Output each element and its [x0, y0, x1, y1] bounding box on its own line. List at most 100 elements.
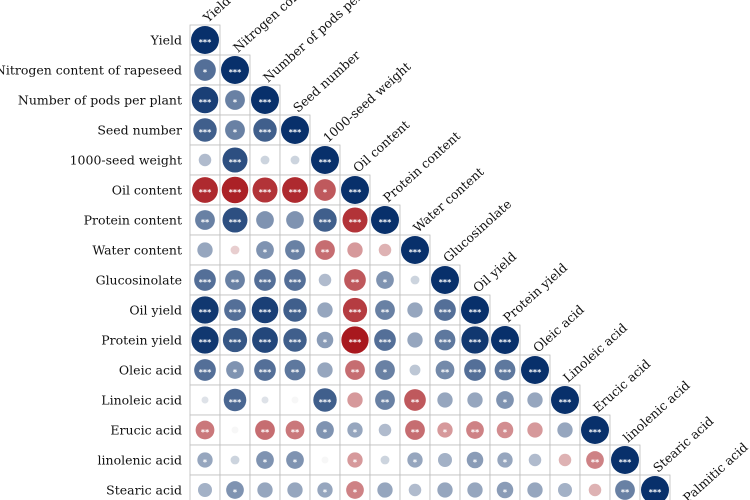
correlation-circle — [194, 359, 216, 381]
significance-marker: * — [323, 428, 328, 437]
significance-marker: ** — [471, 428, 480, 437]
row-label-erucic-acid: Erucic acid — [110, 423, 182, 438]
correlation-circle — [467, 482, 483, 498]
significance-marker: ** — [261, 428, 270, 437]
correlation-circle — [231, 426, 239, 434]
significance-marker: * — [503, 488, 508, 497]
significance-marker: * — [293, 458, 298, 467]
correlation-circle — [341, 326, 369, 354]
correlation-circle — [287, 482, 303, 498]
significance-marker: *** — [199, 128, 212, 137]
correlation-circle — [407, 452, 423, 468]
significance-marker: * — [353, 428, 358, 437]
significance-marker: *** — [199, 188, 212, 197]
row-label-nitrogen-content-of-rapeseed: Nitrogen content of rapeseed — [0, 63, 182, 78]
correlation-circle — [316, 421, 334, 439]
correlation-circle — [409, 364, 421, 376]
correlation-circle — [194, 269, 216, 291]
significance-marker: *** — [229, 158, 242, 167]
correlation-circle — [256, 241, 274, 259]
column-label-oil-content: Oil content — [350, 117, 412, 175]
significance-marker: *** — [199, 278, 212, 287]
significance-marker: * — [203, 68, 208, 77]
correlation-circle — [408, 483, 422, 497]
significance-marker: * — [383, 368, 388, 377]
row-label-linoleic-acid: Linoleic acid — [101, 393, 182, 408]
correlation-circle — [261, 396, 269, 404]
significance-marker: *** — [289, 308, 302, 317]
correlation-circle — [376, 271, 394, 289]
correlation-circle — [251, 86, 279, 114]
row-label-linolenic-acid: linolenic acid — [98, 453, 182, 468]
significance-marker: *** — [379, 218, 392, 227]
significance-marker: * — [263, 248, 268, 257]
row-label-protein-content: Protein content — [84, 213, 182, 228]
correlation-circle — [344, 269, 366, 291]
row-label-oleic-acid: Oleic acid — [119, 363, 182, 378]
correlation-circle — [290, 155, 300, 165]
correlation-circle — [316, 331, 334, 349]
correlation-circle — [615, 480, 635, 500]
correlation-circle — [437, 482, 453, 498]
correlation-circle — [318, 273, 332, 287]
row-label-protein-yield: Protein yield — [101, 333, 182, 348]
correlation-circle — [286, 451, 304, 469]
significance-marker: ** — [231, 278, 240, 287]
significance-marker: ** — [351, 368, 360, 377]
significance-marker: *** — [349, 308, 362, 317]
correlation-circle — [195, 210, 215, 230]
correlation-circle — [191, 296, 219, 324]
column-label-protein-yield: Protein yield — [500, 260, 570, 325]
significance-marker: *** — [559, 398, 572, 407]
correlation-circle — [195, 420, 215, 440]
correlation-circle — [283, 298, 307, 322]
column-label-oleic-acid: Oleic acid — [530, 302, 587, 355]
significance-marker: *** — [199, 38, 212, 47]
row-label-seed-number: Seed number — [97, 123, 182, 138]
significance-marker: *** — [289, 338, 302, 347]
correlation-circle — [221, 176, 249, 204]
correlation-circle — [371, 206, 399, 234]
correlation-circle — [313, 388, 337, 412]
correlation-circle — [257, 482, 273, 498]
correlation-circle — [497, 452, 513, 468]
significance-marker: *** — [379, 338, 392, 347]
correlation-circle — [284, 359, 306, 381]
correlation-circle — [225, 90, 245, 110]
correlation-circle — [314, 179, 336, 201]
correlation-circle — [222, 147, 248, 173]
correlation-circle — [527, 482, 543, 498]
correlation-circle — [198, 153, 212, 167]
significance-marker: ** — [201, 218, 210, 227]
significance-marker: *** — [349, 338, 362, 347]
correlation-circle — [251, 296, 279, 324]
correlation-circle — [255, 420, 275, 440]
correlation-circle — [225, 270, 245, 290]
significance-marker: *** — [259, 188, 272, 197]
correlation-circle — [341, 176, 369, 204]
correlation-circle — [551, 386, 579, 414]
significance-marker: *** — [589, 428, 602, 437]
row-labels: Yield Nitrogen content of rapeseed Number … — [0, 33, 182, 498]
significance-marker: *** — [259, 98, 272, 107]
significance-marker: *** — [439, 278, 452, 287]
significance-marker: *** — [649, 488, 662, 497]
correlation-circle — [194, 59, 216, 81]
correlation-circle — [378, 243, 392, 257]
significance-marker: * — [323, 338, 328, 347]
correlation-circle — [346, 481, 364, 499]
correlation-grid: **** ****** * ****** * *** ****** ****** *** *** *… — [189, 24, 671, 500]
significance-marker: *** — [439, 308, 452, 317]
significance-marker: *** — [199, 338, 212, 347]
significance-marker: *** — [319, 398, 332, 407]
significance-marker: * — [233, 98, 238, 107]
significance-marker: ** — [291, 248, 300, 257]
significance-marker: * — [353, 458, 358, 467]
significance-marker: *** — [319, 218, 332, 227]
significance-marker: ** — [441, 368, 450, 377]
correlation-circle — [496, 421, 514, 439]
correlation-circle — [434, 329, 456, 351]
correlation-circle — [374, 329, 396, 351]
significance-marker: ** — [621, 488, 630, 497]
correlation-circle — [347, 392, 363, 408]
